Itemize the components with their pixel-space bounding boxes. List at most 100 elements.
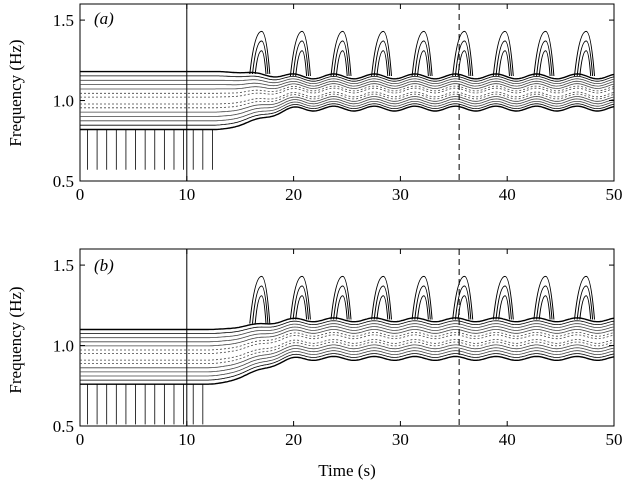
contour-crest (333, 40, 350, 77)
contour-crest (254, 50, 267, 75)
contour-crest (457, 50, 470, 77)
panel-a-ticks: 0 10 20 30 40 50 0.5 1.0 1.5 (53, 4, 623, 204)
panel-b-label: (b) (94, 256, 114, 275)
contour-crest (414, 40, 431, 77)
contour-line-lower (80, 344, 615, 369)
y-tick-label: 1.5 (53, 11, 74, 30)
panel-a-reference-lines (186, 4, 460, 181)
x-tick-label: 30 (392, 185, 409, 204)
panel-b-y-axis-label: Frequency (Hz) (6, 286, 25, 393)
contour-crest (492, 275, 514, 320)
contour-line-upper (80, 70, 615, 80)
contour-crest (249, 275, 271, 324)
contour-line-upper (80, 83, 615, 90)
contour-crest (292, 285, 309, 320)
contour-line-upper (80, 85, 615, 94)
contour-line-upper (80, 332, 615, 351)
contour-crest (538, 295, 551, 320)
panel-a-frame (79, 3, 615, 182)
x-tick-label: 40 (499, 430, 516, 449)
contour-crest (495, 40, 512, 77)
contour-line-upper (80, 329, 615, 347)
x-tick-label: 20 (285, 430, 302, 449)
contour-crest (576, 285, 594, 320)
contour-crest (579, 50, 592, 77)
contour-crest (289, 275, 311, 320)
contour-crest (414, 285, 431, 320)
contour-crest (495, 285, 512, 320)
contour-crest (252, 40, 269, 75)
contour-line-lower (80, 350, 615, 377)
contour-crest (292, 40, 309, 77)
contour-line-lower (80, 353, 615, 381)
x-tick-label: 0 (76, 430, 85, 449)
panel-a-y-axis-label: Frequency (Hz) (6, 39, 25, 146)
x-tick-label: 20 (285, 185, 302, 204)
contour-crest (579, 295, 592, 320)
contour-line-lower (80, 103, 615, 126)
contour-crest (417, 50, 429, 77)
contour-crest (376, 50, 389, 77)
panel-b-ticks: 0 10 20 30 40 50 0.5 1.0 1.5 (53, 249, 623, 449)
contour-line-lower (80, 98, 615, 117)
contour-crest (538, 50, 551, 77)
contour-line-lower (80, 347, 615, 373)
contour-crest (335, 50, 348, 77)
contour-crest (536, 40, 553, 77)
contour-crest (533, 275, 555, 320)
panel-a-label: (a) (94, 9, 114, 28)
contour-line-lower (80, 91, 615, 105)
contour-crest (533, 30, 555, 77)
panel-b-reference-lines (186, 249, 460, 426)
contour-line-lower (80, 101, 615, 122)
contour-crest (333, 285, 350, 320)
contour-line-lower (80, 355, 615, 385)
contour-crest (373, 40, 391, 77)
contour-crest (411, 275, 433, 320)
contour-line-lower (80, 105, 615, 131)
contour-line-upper (80, 87, 615, 98)
contour-crest (457, 295, 470, 320)
y-tick-label: 1.5 (53, 256, 74, 275)
contour-crest (454, 40, 472, 77)
contour-line-upper (80, 323, 615, 339)
contour-crest (254, 295, 267, 324)
contour-line-upper (80, 80, 615, 87)
contour-crest (376, 295, 389, 320)
y-tick-label: 1.0 (53, 92, 74, 111)
contour-crest (498, 50, 510, 77)
contour-crest (574, 275, 595, 320)
x-tick-label: 10 (178, 430, 195, 449)
contour-crest (452, 275, 474, 320)
panel-a-contour-lines (80, 30, 615, 170)
contour-crest (417, 295, 429, 320)
contour-line-upper (80, 334, 615, 354)
contour-crest (373, 285, 391, 320)
contour-crest (576, 40, 594, 77)
x-tick-label: 40 (499, 185, 516, 204)
contour-line-lower (80, 93, 615, 109)
contour-crest (289, 30, 311, 77)
panel-a: 0 10 20 30 40 50 0.5 1.0 1.5 (a) Frequency (Hz) (6, 3, 623, 204)
contour-crest (371, 275, 392, 320)
x-tick-label: 10 (178, 185, 195, 204)
panel-b: 0 10 20 30 40 500.51.01.5 (b) Frequency (Hz) … (6, 248, 623, 480)
contour-crest (574, 30, 595, 77)
contour-line-upper (80, 326, 615, 343)
contour-crest (295, 50, 308, 77)
x-tick-label: 30 (392, 430, 409, 449)
contour-crest (295, 295, 308, 320)
contour-line-lower (80, 96, 615, 113)
y-tick-label: 0.5 (53, 417, 74, 436)
contour-line-upper (80, 320, 615, 334)
panel-b-contour-lines (80, 275, 615, 425)
contour-crest (411, 30, 433, 77)
contour-crest (371, 30, 392, 77)
contour-line-upper (80, 317, 615, 331)
x-tick-label: 50 (606, 430, 623, 449)
contour-crest (330, 30, 352, 77)
contour-line-lower (80, 341, 615, 364)
x-tick-label: 50 (606, 185, 623, 204)
panel-b-x-axis-label: Time (s) (318, 461, 375, 480)
